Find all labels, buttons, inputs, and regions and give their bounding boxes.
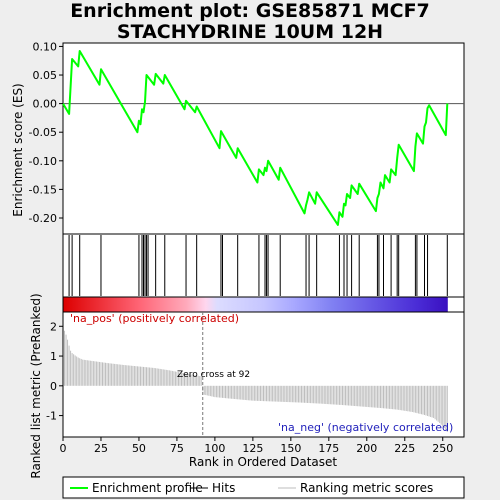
x-tick-label: 150 [280, 442, 301, 455]
es-y-tick-label: -0.05 [29, 126, 57, 139]
es-y-tick-label: 0.05 [33, 69, 58, 82]
axes-layer: 0.10 0.05 0.00 -0.05 -0.10 -0.15 -0.20 2 1 0 -1 0 25… [29, 40, 454, 455]
chart-title-line1: Enrichment plot: GSE85871 MCF7 [70, 0, 430, 22]
chart-title-line2: STACHYDRINE 10UM 12H [116, 21, 384, 43]
x-tick-label: 100 [204, 442, 225, 455]
x-tick-label: 25 [94, 442, 108, 455]
legend-label: Hits [212, 481, 235, 495]
zero-cross-label: Zero cross at 92 [177, 370, 250, 380]
metric-y-tick-label: 2 [50, 320, 57, 333]
metric-y-tick-label: 1 [50, 350, 57, 363]
legend-label: Enrichment profile [92, 481, 203, 495]
es-y-tick-label: -0.20 [29, 212, 57, 225]
x-tick-label: 75 [170, 442, 184, 455]
x-tick-label: 250 [432, 442, 453, 455]
x-tick-label: 225 [394, 442, 415, 455]
x-axis-label: Rank in Ordered Dataset [189, 455, 337, 469]
pos-label: 'na_pos' (positively correlated) [70, 312, 239, 325]
es-panel [62, 42, 465, 235]
chart-title: Enrichment plot: GSE85871 MCF7 STACHYDRI… [0, 1, 500, 43]
metric-panel [62, 311, 465, 438]
metric-y-axis-label: Ranked list metric (PreRanked) [29, 293, 43, 478]
neg-label: 'na_neg' (negatively correlated) [278, 421, 453, 434]
metric-y-tick-label: 0 [50, 380, 57, 393]
hits-panel [62, 233, 465, 298]
es-y-tick-label: 0.10 [33, 40, 58, 53]
colorbar-layer [63, 297, 448, 312]
rank-color-bar [63, 297, 448, 312]
enrichment-profile-line [62, 50, 449, 226]
es-y-tick-label: 0.00 [33, 98, 58, 111]
es-y-tick-label: -0.15 [29, 183, 57, 196]
hits-layer [68, 235, 448, 296]
x-tick-label: 125 [242, 442, 263, 455]
x-tick-label: 175 [318, 442, 339, 455]
x-tick-label: 50 [132, 442, 146, 455]
es-y-tick-label: -0.10 [29, 155, 57, 168]
metric-y-tick-label: -1 [46, 410, 57, 423]
x-tick-label: 0 [60, 442, 67, 455]
legend: Enrichment profile Hits Ranking metric sco… [70, 481, 433, 495]
metric-layer [64, 312, 448, 437]
es-y-axis-label: Enrichment score (ES) [11, 83, 25, 216]
legend-box [62, 476, 465, 499]
es-layer [62, 50, 464, 226]
legend-label: Ranking metric scores [300, 481, 433, 495]
x-tick-label: 200 [356, 442, 377, 455]
